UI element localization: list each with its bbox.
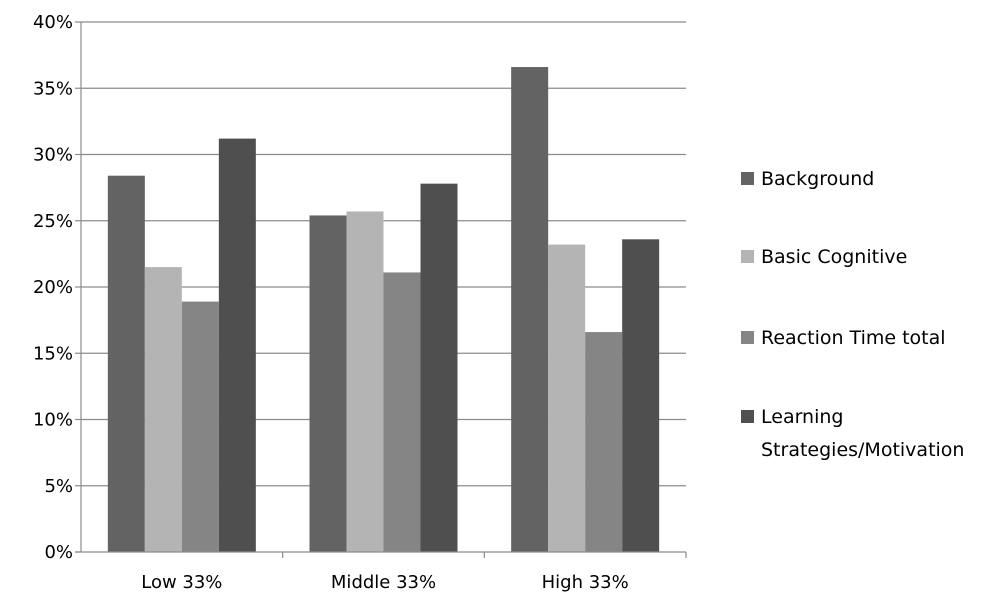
legend-label: Reaction Time total bbox=[761, 327, 946, 349]
bar-learning-strategies-motivation-high-33- bbox=[622, 239, 660, 553]
x-axis-categories: Low 33% Middle 33% High 33% bbox=[141, 572, 628, 593]
y-axis-ticks: 0% 5% 10% 15% 20% 25% 30% 35% 40% bbox=[33, 12, 73, 563]
bars bbox=[107, 67, 660, 553]
bar-background-high-33- bbox=[511, 67, 549, 553]
y-tick-label: 20% bbox=[33, 277, 73, 298]
bar-learning-strategies-motivation-middle-33- bbox=[420, 183, 458, 552]
y-tick-label: 0% bbox=[44, 542, 73, 563]
legend-swatch bbox=[741, 172, 754, 185]
legend-label: Basic Cognitive bbox=[761, 246, 907, 268]
legend-swatch bbox=[741, 410, 754, 423]
legend-swatch bbox=[741, 250, 754, 263]
bar-learning-strategies-motivation-low-33- bbox=[218, 138, 256, 552]
y-tick-label: 30% bbox=[33, 145, 73, 166]
legend-label: Learning Strategies/Motivation bbox=[761, 406, 964, 461]
bar-background-low-33- bbox=[107, 175, 145, 552]
axes bbox=[75, 21, 687, 558]
bar-basic-cognitive-low-33- bbox=[144, 267, 182, 552]
legend: Background Basic Cognitive Reaction Time t… bbox=[741, 168, 964, 461]
y-tick-label: 25% bbox=[33, 211, 73, 232]
y-tick-label: 5% bbox=[44, 476, 73, 497]
bar-basic-cognitive-middle-33- bbox=[346, 211, 384, 552]
y-tick-label: 40% bbox=[33, 12, 73, 33]
bar-reaction-time-total-low-33- bbox=[181, 301, 219, 552]
y-tick-label: 10% bbox=[33, 410, 73, 431]
bar-reaction-time-total-middle-33- bbox=[383, 272, 421, 552]
x-category-label: Low 33% bbox=[141, 572, 222, 593]
legend-label: Background bbox=[761, 168, 874, 190]
x-category-label: High 33% bbox=[542, 572, 629, 593]
y-tick-label: 35% bbox=[33, 78, 73, 99]
bar-reaction-time-total-high-33- bbox=[585, 332, 623, 552]
bar-basic-cognitive-high-33- bbox=[548, 244, 586, 552]
legend-swatch bbox=[741, 331, 754, 344]
bar-background-middle-33- bbox=[309, 215, 347, 552]
x-category-label: Middle 33% bbox=[331, 572, 436, 593]
y-tick-label: 15% bbox=[33, 343, 73, 364]
